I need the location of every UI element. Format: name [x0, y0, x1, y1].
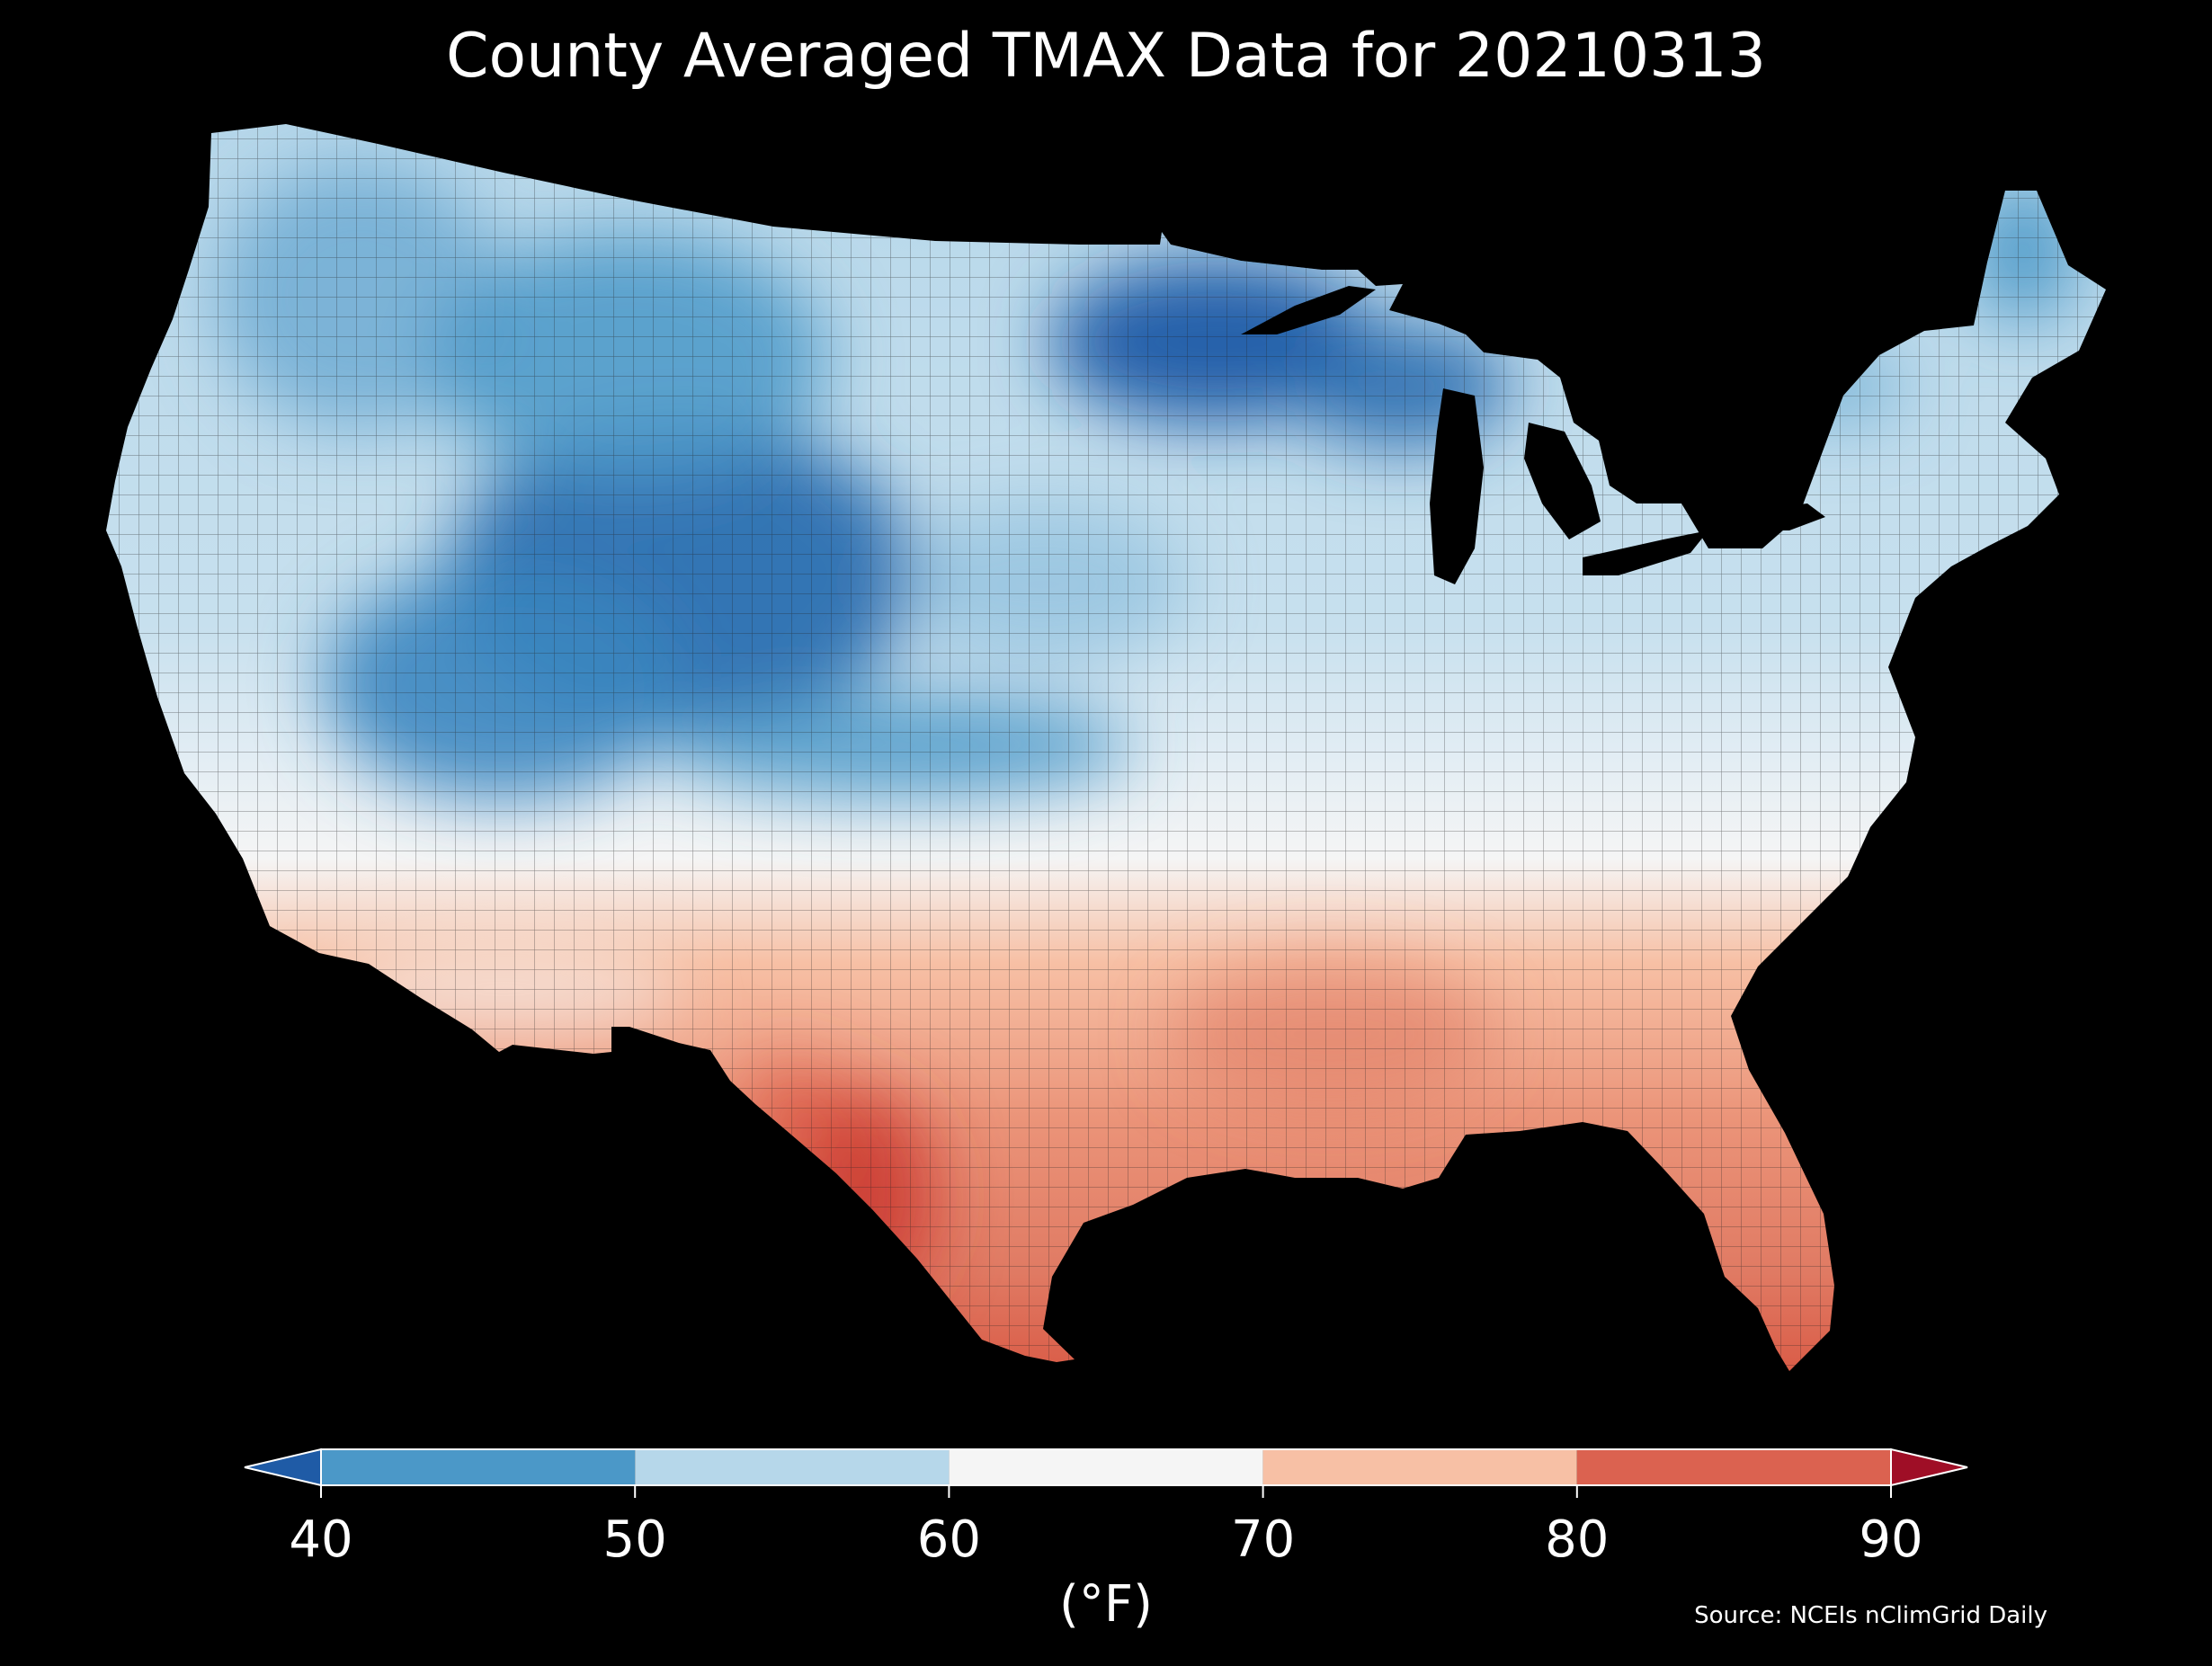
colorbar-bin-3 [1262, 1449, 1577, 1485]
colorbar-ticks [320, 1485, 1892, 1498]
colorbar-tick-label: 80 [1545, 1510, 1610, 1569]
colorbar-tick-label: 70 [1230, 1510, 1296, 1569]
lake-superior [1241, 286, 1376, 334]
lake-michigan [1430, 388, 1484, 584]
map-fill-group [106, 124, 2106, 1371]
colorbar-under-arrow [244, 1448, 322, 1487]
great-lakes [1241, 286, 1825, 584]
lake-erie [1583, 530, 1708, 575]
county-borders [106, 124, 2106, 1371]
colorbar-bins [321, 1449, 1891, 1485]
colorbar-bin-4 [1576, 1449, 1891, 1485]
colorbar-tick-label: 50 [602, 1510, 667, 1569]
colorbar [244, 1448, 1968, 1498]
colorbar-unit-label: (°F) [1059, 1575, 1153, 1634]
colorbar-over-arrow [1890, 1448, 1968, 1487]
colorbar-tick-label: 60 [916, 1510, 982, 1569]
lake-huron [1524, 423, 1601, 539]
colorbar-tick-label: 40 [289, 1510, 353, 1569]
source-credit: Source: NCEIs nClimGrid Daily [1694, 1602, 2047, 1629]
colorbar-frame [320, 1448, 1892, 1486]
map-title: County Averaged TMAX Data for 20210313 [446, 21, 1766, 92]
colorbar-tick-label: 90 [1859, 1510, 1923, 1569]
colorbar-bin-0 [321, 1449, 636, 1485]
colorbar-bin-2 [949, 1449, 1263, 1485]
lake-ontario [1735, 503, 1825, 530]
colorbar-bin-1 [635, 1449, 950, 1485]
